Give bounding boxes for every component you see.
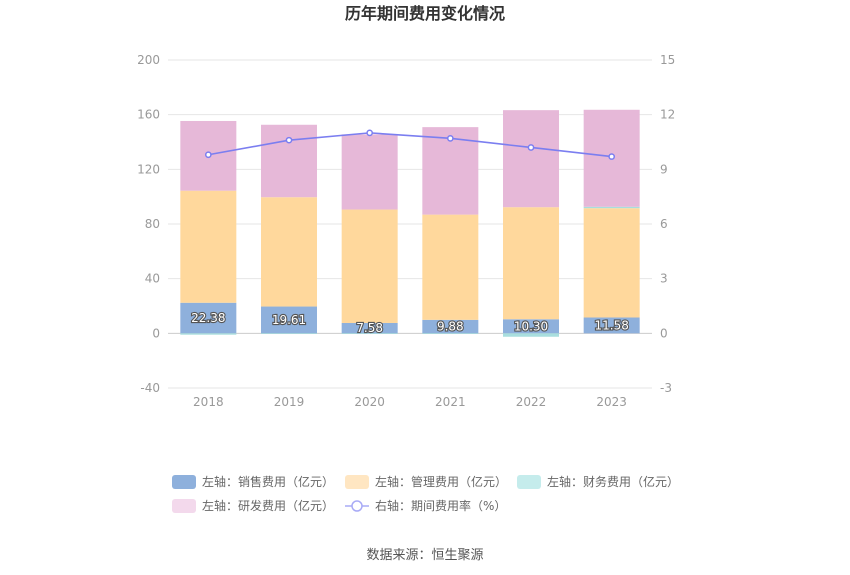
right-tick-label: 15 [660,53,675,67]
bar-segment [422,127,479,215]
left-tick-label: 160 [137,108,160,122]
bar-value-label: 7.58 [356,321,383,335]
legend-label: 左轴：财务费用（亿元） [547,474,679,489]
legend-label: 右轴：期间费用率（%） [375,498,506,513]
expense-rate-point [366,129,374,137]
legend-item[interactable]: 左轴：研发费用（亿元） [172,498,334,513]
left-tick-label: -40 [140,381,160,395]
expense-rate-line [208,132,612,158]
left-tick-label: 40 [145,272,160,286]
legend-item[interactable]: 左轴：销售费用（亿元） [172,474,334,489]
bar-segment [422,333,479,335]
source-note: 数据来源：恒生聚源 [366,548,483,563]
chart-title: 历年期间费用变化情况 [345,4,505,23]
right-tick-label: 0 [660,326,668,340]
left-axis-ticks: 200 160 120 80 40 0 -40 [137,53,160,395]
bar-segment [422,319,479,334]
x-tick-label: 2018 [193,395,224,409]
bar-segment [341,333,398,335]
legend-color-swatch [517,475,541,489]
bar-segment [583,208,640,318]
bar-segment [422,214,479,320]
bar-series [180,109,640,337]
x-tick-label: 2021 [435,395,466,409]
bar-segment [261,333,317,335]
bar-segment [180,302,237,334]
legend-color-swatch [172,475,196,489]
right-tick-label: -3 [660,381,672,395]
legend-color-swatch [172,499,196,513]
bar-value-label: 22.38 [191,311,225,325]
right-tick-label: 9 [660,162,668,176]
line-series [204,129,616,160]
legend-color-swatch [345,475,369,489]
bar-segment [180,333,237,335]
left-tick-label: 80 [145,217,160,231]
legend[interactable]: 左轴：销售费用（亿元） 左轴：管理费用（亿元） 左轴：财务费用（亿元） 左轴：研发费用… [172,474,679,513]
left-tick-label: 200 [137,53,160,67]
right-tick-label: 12 [660,108,675,122]
bar-value-label: 19.61 [272,313,306,327]
grid-lines [168,59,652,389]
left-tick-label: 0 [152,326,160,340]
bar-segment [261,306,317,334]
right-axis-ticks: 15 12 9 6 3 0 -3 [660,53,675,395]
x-tick-label: 2019 [274,395,305,409]
legend-label: 左轴：研发费用（亿元） [202,498,334,513]
bar-segment [503,319,559,334]
bar-segment [341,134,398,210]
legend-line-marker [351,500,363,512]
right-tick-label: 6 [660,217,668,231]
right-tick-label: 3 [660,272,668,286]
legend-item[interactable]: 左轴：管理费用（亿元） [345,474,507,489]
bar-value-label: 11.58 [594,318,628,332]
bar-segment [503,110,559,208]
bar-segment [583,206,640,209]
x-tick-label: 2020 [354,395,385,409]
bar-value-label: 10.30 [514,319,548,333]
x-tick-label: 2023 [596,395,627,409]
expense-rate-point [608,153,616,160]
bar-segment [583,317,640,334]
bar-segment [341,209,398,323]
x-tick-label: 2022 [516,395,547,409]
expense-rate-point [285,136,293,144]
legend-item[interactable]: 左轴：财务费用（亿元） [517,474,679,489]
expense-rate-point [527,144,535,151]
bar-segment [261,124,317,198]
left-tick-label: 120 [137,162,160,176]
x-axis-ticks: 2018 2019 2020 2021 2022 2023 [193,395,627,409]
data-labels: 22.38 19.61 7.58 9.88 10.30 11.58 [190,310,630,336]
bar-segment [503,333,559,337]
bar-segment [341,322,398,334]
expense-rate-point [446,135,454,142]
legend-item[interactable]: 右轴：期间费用率（%） [345,498,506,513]
bar-segment [261,197,317,307]
bar-segment [180,190,237,303]
expense-rate-point [204,151,212,159]
bar-segment [503,207,559,320]
legend-label: 左轴：管理费用（亿元） [375,474,507,489]
legend-label: 左轴：销售费用（亿元） [202,474,334,489]
bar-value-label: 9.88 [437,320,464,334]
